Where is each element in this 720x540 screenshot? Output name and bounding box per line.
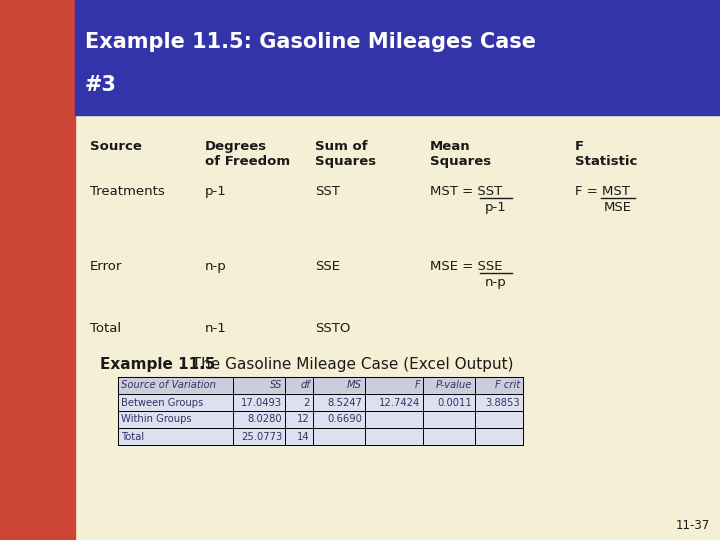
Text: MS: MS: [347, 381, 362, 390]
Text: MSE = SSE: MSE = SSE: [430, 260, 503, 273]
Text: MST = SST: MST = SST: [430, 185, 503, 198]
Text: p-1: p-1: [485, 201, 507, 214]
Text: Example 11.5: Gasoline Mileages Case: Example 11.5: Gasoline Mileages Case: [85, 32, 536, 52]
Text: MSE: MSE: [604, 201, 632, 214]
Text: Treatments: Treatments: [90, 185, 165, 198]
Text: Sum of
Squares: Sum of Squares: [315, 140, 376, 168]
Text: SSE: SSE: [315, 260, 340, 273]
Text: F crit: F crit: [495, 381, 520, 390]
Text: Degrees
of Freedom: Degrees of Freedom: [205, 140, 290, 168]
Text: Source of Variation: Source of Variation: [121, 381, 216, 390]
Text: Mean
Squares: Mean Squares: [430, 140, 491, 168]
Text: n-p: n-p: [205, 260, 227, 273]
Text: F: F: [414, 381, 420, 390]
Bar: [0, 0, 75, 540]
Text: The Gasoline Mileage Case (Excel Output): The Gasoline Mileage Case (Excel Output): [182, 357, 513, 372]
Bar: [118, 394, 523, 411]
Text: Error: Error: [90, 260, 122, 273]
Text: 17.0493: 17.0493: [241, 397, 282, 408]
Text: n-p: n-p: [485, 276, 507, 289]
Text: 14: 14: [297, 431, 310, 442]
Text: 25.0773: 25.0773: [240, 431, 282, 442]
Text: 2: 2: [304, 397, 310, 408]
Text: SSTO: SSTO: [315, 322, 351, 335]
Bar: [75, 0, 720, 115]
Text: F
Statistic: F Statistic: [575, 140, 637, 168]
Text: Example 11.5: Example 11.5: [100, 357, 215, 372]
Text: 0.6690: 0.6690: [327, 415, 362, 424]
Text: P-value: P-value: [436, 381, 472, 390]
Text: Within Groups: Within Groups: [121, 415, 192, 424]
Text: Total: Total: [90, 322, 121, 335]
Text: df: df: [300, 381, 310, 390]
Text: 0.0011: 0.0011: [437, 397, 472, 408]
Text: p-1: p-1: [205, 185, 227, 198]
Text: SST: SST: [315, 185, 340, 198]
Bar: [118, 411, 523, 428]
Bar: [75, 0, 720, 540]
Text: Source: Source: [90, 140, 142, 153]
Text: Between Groups: Between Groups: [121, 397, 203, 408]
Bar: [118, 377, 523, 394]
Text: SS: SS: [269, 381, 282, 390]
Text: 8.0280: 8.0280: [248, 415, 282, 424]
Text: 12.7424: 12.7424: [379, 397, 420, 408]
Text: #3: #3: [85, 75, 117, 95]
Text: 8.5247: 8.5247: [327, 397, 362, 408]
Text: Total: Total: [121, 431, 144, 442]
Text: n-1: n-1: [205, 322, 227, 335]
Text: 3.8853: 3.8853: [485, 397, 520, 408]
Text: 11-37: 11-37: [676, 519, 710, 532]
Text: F = MST: F = MST: [575, 185, 630, 198]
Bar: [118, 428, 523, 445]
Text: 12: 12: [297, 415, 310, 424]
